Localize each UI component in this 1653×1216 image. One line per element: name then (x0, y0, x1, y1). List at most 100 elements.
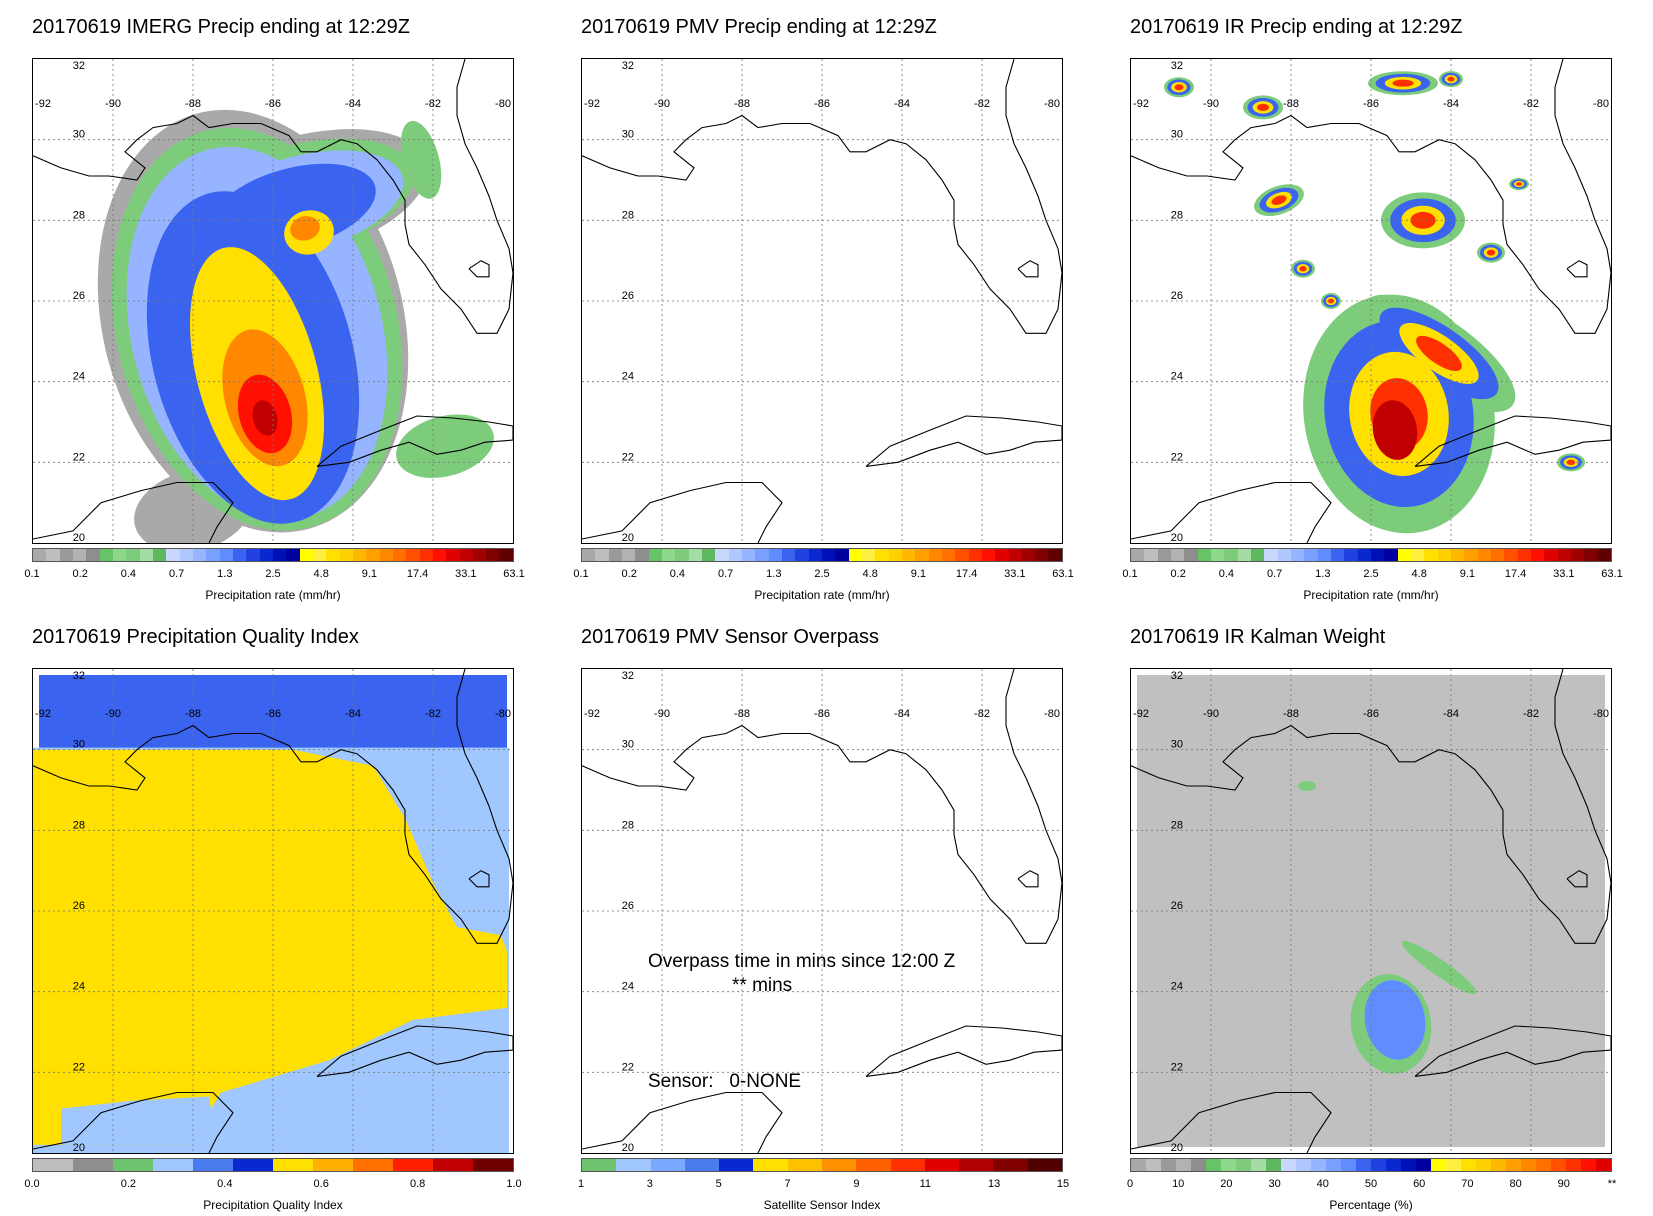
colorbar-swatch (928, 549, 942, 561)
longitude-label: -88 (1283, 98, 1299, 110)
colorbar-tick-label: 15 (1056, 1178, 1070, 1190)
latitude-label: 28 (73, 209, 85, 221)
colorbar-swatch (1506, 1159, 1521, 1171)
panel-title: 20170619 Precipitation Quality Index (32, 626, 359, 648)
colorbar-swatch (821, 549, 836, 561)
colorbar-quality (32, 1158, 514, 1172)
colorbar-swatch (995, 549, 1009, 561)
colorbar-tick-label: 0.2 (120, 1178, 137, 1190)
colorbar-tick-label: 1.3 (1315, 568, 1331, 580)
colorbar-tick-label: 2.5 (814, 568, 830, 580)
panel-title: 20170619 IMERG Precip ending at 12:29Z (32, 16, 411, 38)
coastlines (33, 59, 513, 543)
colorbar-tick-label: 0.2 (621, 568, 637, 580)
longitude-label: -88 (1283, 708, 1299, 720)
colorbar-swatch (1264, 549, 1278, 561)
longitude-label: -92 (1133, 708, 1149, 720)
latitude-label: 26 (622, 290, 634, 302)
colorbar-swatch (1250, 549, 1265, 561)
colorbar-precip (1130, 548, 1612, 562)
map-ir: -92 -90 -88 -86 -84 -82 -80 32 30 28 26 24 22 20 (1130, 58, 1612, 544)
colorbar-tick-label: 5 (715, 1178, 722, 1190)
colorbar-tick-label: 0.4 (120, 568, 137, 580)
colorbar-tick-label: 33.1 (1004, 568, 1026, 580)
latitude-label: 28 (1171, 209, 1183, 221)
colorbar-swatch (1566, 1159, 1581, 1171)
panel-quality-index: 20170619 Precipitation Quality Index -92… (24, 626, 572, 1216)
longitude-label: -90 (654, 98, 670, 110)
longitude-label: -88 (734, 98, 750, 110)
colorbar-tick-label: 0.4 (217, 1178, 233, 1190)
longitude-label: -80 (495, 98, 511, 110)
colorbar-tick-label: 11 (919, 1178, 931, 1190)
colorbar-tick-label: 2.5 (1363, 568, 1379, 580)
colorbar-swatch (152, 549, 167, 561)
longitude-label: -80 (1044, 708, 1060, 720)
colorbar-tick-label: 1 (577, 1178, 585, 1190)
latitude-label: 32 (622, 670, 634, 682)
longitude-label: -84 (345, 98, 361, 110)
colorbar-swatch (1370, 549, 1385, 561)
longitude-label: -86 (1363, 708, 1379, 720)
colorbar-swatch (1027, 1159, 1062, 1171)
colorbar-label: Precipitation rate (mm/hr) (1303, 588, 1439, 602)
coastlines (582, 59, 1062, 543)
colorbar-tick-label: 0.1 (1122, 568, 1138, 580)
latitude-label: 20 (622, 1142, 634, 1153)
coastlines (1131, 669, 1611, 1153)
latitude-label: 30 (1171, 129, 1183, 141)
colorbar-swatch (955, 549, 969, 561)
colorbar-swatch (981, 549, 996, 561)
longitude-label: -80 (495, 708, 511, 720)
colorbar-swatch (1597, 549, 1611, 561)
colorbar-swatch (675, 549, 689, 561)
lake-okeechobee (1566, 260, 1588, 278)
colorbar-swatch (1504, 549, 1518, 561)
colorbar-swatch (1311, 1159, 1326, 1171)
colorbar-tick-label: ** (1607, 1178, 1617, 1190)
precip-area (210, 163, 376, 253)
colorbar-swatch (433, 1159, 473, 1171)
colorbar-swatch (1371, 1159, 1386, 1171)
lat-lon-grid (1131, 669, 1611, 1153)
longitude-label: -88 (734, 708, 750, 720)
colorbar-tick-label: 0.2 (1170, 568, 1186, 580)
colorbar-swatch (753, 1159, 788, 1171)
latitude-label: 30 (622, 129, 634, 141)
colorbar-swatch (715, 549, 729, 561)
colorbar-swatch (446, 549, 460, 561)
colorbar-swatch (299, 549, 313, 561)
colorbar-swatch (924, 1159, 960, 1171)
colorbar-swatch (1410, 549, 1425, 561)
colorbar-swatch (259, 549, 273, 561)
colorbar-swatch (353, 1159, 393, 1171)
colorbar-label: Precipitation rate (mm/hr) (754, 588, 890, 602)
colorbar-swatch (595, 549, 609, 561)
colorbar-swatch (1424, 549, 1438, 561)
colorbar-tick-label: 0.1 (573, 568, 589, 580)
colorbar-tick-label: 33.1 (1553, 568, 1575, 580)
colorbar-label: Percentage (%) (1329, 1198, 1413, 1212)
colorbar-swatch (1035, 549, 1049, 561)
latitude-label: 24 (1171, 371, 1183, 383)
colorbar-swatch (1021, 549, 1036, 561)
latitude-label: 20 (1171, 1142, 1183, 1153)
latitude-label: 32 (622, 60, 634, 72)
colorbar-swatch (719, 1159, 754, 1171)
colorbar-sensor (581, 1158, 1063, 1172)
map-canvas: -92 -90 -88 -86 -84 -82 -80 32 30 28 26 24 22 20 (1131, 669, 1611, 1153)
colorbar-tick-label: 9.1 (1459, 568, 1476, 580)
lake-okeechobee (468, 260, 490, 278)
colorbar-swatch (787, 1159, 822, 1171)
sensor-label: Sensor: 0-NONE (648, 1071, 802, 1092)
colorbar-swatch (379, 549, 393, 561)
colorbar-ticks: 0.0 0.2 0.4 0.6 0.8 1.0 (24, 1178, 521, 1192)
colorbar-swatch (1131, 549, 1145, 561)
panel-title: 20170619 PMV Sensor Overpass (581, 626, 879, 648)
colorbar-swatch (848, 549, 862, 561)
colorbar-swatch (432, 549, 447, 561)
colorbar-swatch (179, 549, 193, 561)
colorbar-tick-label: 50 (1364, 1178, 1378, 1190)
cuba-coastline (1414, 1025, 1611, 1077)
colorbar-swatch (582, 1159, 617, 1171)
